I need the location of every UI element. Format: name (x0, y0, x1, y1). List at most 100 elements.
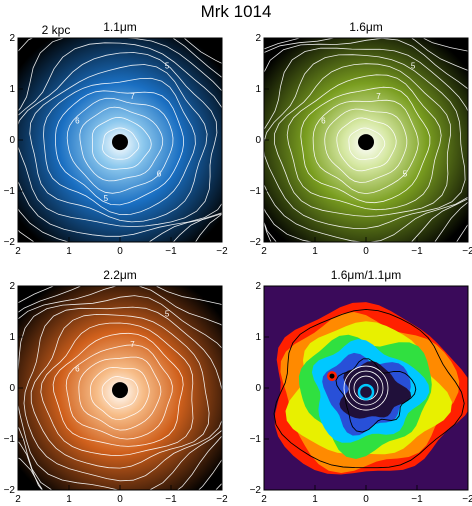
contour-line (29, 64, 208, 223)
y-tick-label: −2 (250, 237, 262, 248)
contour-line (52, 332, 184, 447)
x-tick-label: 0 (363, 494, 369, 505)
contour-line (30, 313, 210, 469)
contour-label: 7 (376, 92, 381, 101)
x-tick-label: −2 (216, 246, 228, 257)
x-tick-label: 1 (66, 246, 72, 257)
contour-line (274, 63, 452, 217)
x-tick-label: 2 (261, 246, 267, 257)
nucleus-ring (357, 383, 375, 401)
contour-line (101, 127, 140, 160)
contour-line (264, 38, 468, 242)
contour-line (18, 295, 222, 490)
contour-label: 6 (75, 117, 80, 126)
x-tick-label: −1 (165, 246, 177, 257)
contour-line (90, 366, 150, 420)
contour-line (43, 77, 196, 216)
contour-label: 5 (165, 310, 170, 319)
contour-line (65, 344, 173, 440)
masked-nucleus (112, 382, 128, 399)
panel-title: 1.6μm (349, 20, 383, 34)
panel-image: 5 6 7 5 (264, 38, 468, 242)
contour-line (264, 38, 468, 242)
contour-line (18, 42, 222, 237)
y-tick-label: 0 (9, 135, 15, 146)
contour-line (79, 106, 164, 182)
figure-title: Mrk 1014 (201, 2, 272, 21)
x-tick-label: −1 (411, 246, 423, 257)
x-tick-label: −2 (462, 246, 472, 257)
y-tick-label: 2 (255, 281, 261, 292)
y-tick-label: 0 (255, 383, 261, 394)
contour-line (324, 108, 408, 183)
x-tick-label: 2 (15, 494, 21, 505)
contour-line (18, 52, 218, 228)
contour-line (312, 99, 419, 195)
contour-line (78, 356, 162, 431)
masked-nucleus (112, 134, 128, 151)
contour-label: 5 (165, 62, 170, 71)
contour-line (18, 286, 222, 490)
x-tick-label: −2 (462, 494, 472, 505)
x-tick-label: 2 (15, 246, 21, 257)
contour-line (54, 90, 185, 206)
y-tick-label: −2 (4, 237, 16, 248)
panel-image: 5 6 7 6 5 (18, 38, 222, 242)
contour-line (66, 97, 174, 194)
x-tick-label: −1 (165, 494, 177, 505)
scale-bar-label: 2 kpc (42, 23, 71, 37)
y-tick-label: 0 (255, 135, 261, 146)
contour-line (335, 358, 417, 433)
contour-label: 7 (130, 340, 135, 349)
x-tick-label: 0 (363, 246, 369, 257)
panel-title: 1.1μm (103, 20, 137, 34)
contour-line (183, 38, 222, 242)
contour-line (264, 38, 468, 242)
y-tick-label: 2 (9, 281, 15, 292)
y-tick-label: 1 (9, 332, 15, 343)
y-tick-label: −1 (4, 186, 16, 197)
contour-line (336, 117, 397, 172)
x-tick-label: 0 (117, 494, 123, 505)
contour-line (101, 376, 139, 409)
y-tick-label: 1 (255, 84, 261, 95)
y-tick-label: 2 (255, 33, 261, 44)
contour-line (348, 127, 386, 160)
contour-label: 5 (104, 194, 109, 203)
x-tick-label: −2 (216, 494, 228, 505)
y-tick-label: −1 (250, 434, 262, 445)
contour-line (18, 286, 222, 490)
panel-title: 1.6μm/1.1μm (331, 268, 402, 282)
panel-title: 2.2μm (103, 268, 137, 282)
x-tick-label: 1 (66, 494, 72, 505)
masked-nucleus (358, 134, 374, 151)
y-tick-label: −1 (250, 186, 262, 197)
contour-line (23, 306, 222, 482)
x-tick-label: 2 (261, 494, 267, 505)
contour-line (286, 74, 442, 211)
y-tick-label: −1 (4, 434, 16, 445)
contour-line (40, 322, 194, 456)
panel-image (264, 286, 468, 490)
contour-label: 6 (321, 117, 326, 126)
contour-line (273, 308, 465, 469)
panel-image: 5 6 7 (18, 286, 222, 490)
contour-label: 5 (403, 170, 408, 179)
contour-line (18, 38, 222, 242)
y-tick-label: −2 (4, 485, 16, 496)
x-tick-label: 0 (117, 246, 123, 257)
y-tick-label: 1 (9, 84, 15, 95)
contour-line (264, 47, 468, 242)
y-tick-label: 2 (9, 33, 15, 44)
x-tick-label: 1 (312, 494, 318, 505)
contour-line (18, 38, 222, 242)
contour-line (91, 116, 152, 170)
y-tick-label: 0 (9, 383, 15, 394)
contour-label: 6 (75, 365, 80, 374)
contour-line (300, 86, 431, 204)
contour-line (264, 54, 466, 229)
